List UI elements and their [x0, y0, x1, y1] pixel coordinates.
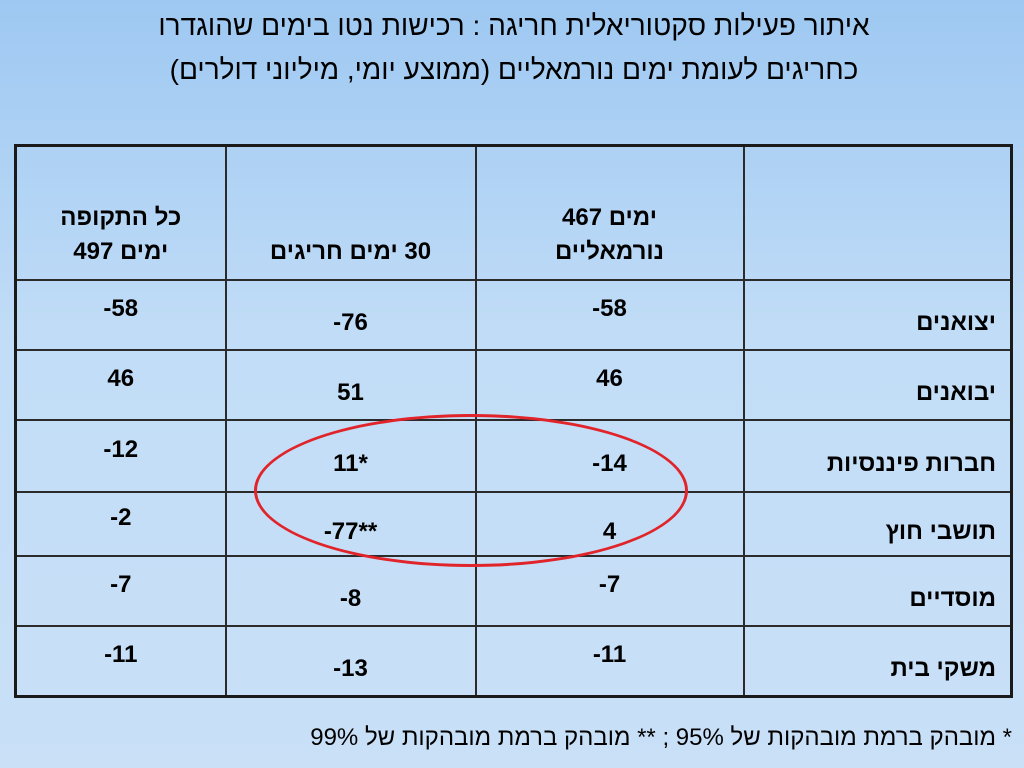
table-row: מוסדיים -7 -8 -7 [14, 555, 1013, 627]
table-row: יבואנים 46 51 46 [14, 349, 1013, 421]
header-total-line-2: 497 ימים [73, 238, 169, 265]
cell-normal: -58 [474, 279, 745, 351]
header-abnormal-days: 30 ימים חריגים [224, 144, 477, 281]
row-label: תושבי חוץ [742, 491, 1013, 557]
cell-total: -7 [14, 555, 227, 627]
row-label: יבואנים [742, 349, 1013, 421]
footnote-separator: ; [655, 724, 676, 751]
table-row: תושבי חוץ 4 -77** -2 [14, 491, 1013, 557]
cell-normal: 4 [474, 491, 745, 557]
cell-normal: -11 [474, 625, 745, 697]
cell-normal: -14 [474, 419, 745, 493]
cell-abnormal: 11* [224, 419, 477, 493]
cell-abnormal: -77** [224, 491, 477, 557]
data-table: 467 ימים נורמאליים 30 ימים חריגים כל התק… [14, 144, 1013, 698]
table-header-row: 467 ימים נורמאליים 30 ימים חריגים כל התק… [14, 144, 1013, 281]
title-line-1: איתור פעילות סקטוריאלית חריגה : רכישות נ… [158, 10, 870, 41]
row-label: יצואנים [742, 279, 1013, 351]
cell-total: -58 [14, 279, 227, 351]
cell-abnormal: -76 [224, 279, 477, 351]
cell-total: 46 [14, 349, 227, 421]
footnote-99: ** מובהק ברמת מובהקות של 99% [310, 724, 656, 751]
row-label: חברות פיננסיות [742, 419, 1013, 493]
header-normal-line-2: נורמאליים [554, 238, 665, 265]
table-row: משקי בית -11 -13 -11 [14, 625, 1013, 697]
cell-normal: -7 [474, 555, 745, 627]
cell-abnormal: 51 [224, 349, 477, 421]
row-label: מוסדיים [742, 555, 1013, 627]
header-label [742, 144, 1013, 281]
row-label: משקי בית [742, 625, 1013, 697]
cell-abnormal: -8 [224, 555, 477, 627]
header-normal-line-1: 467 ימים [562, 204, 657, 231]
table-row: חברות פיננסיות -14 11* -12 [14, 419, 1013, 493]
header-total-period: כל התקופה 497 ימים [14, 144, 227, 281]
footnote-95: * מובהק ברמת מובהקות של 95% [675, 724, 1012, 751]
cell-abnormal: -13 [224, 625, 477, 697]
cell-total: -11 [14, 625, 227, 697]
table-row: יצואנים -58 -76 -58 [14, 279, 1013, 351]
cell-total: -12 [14, 419, 227, 493]
header-total-line-1: כל התקופה [60, 204, 182, 231]
title-line-2: כחריגים לעומת ימים נורמאליים (ממוצע יומי… [169, 54, 859, 85]
slide-title: איתור פעילות סקטוריאלית חריגה : רכישות נ… [20, 4, 1008, 92]
footnote: * מובהק ברמת מובהקות של 95% ; ** מובהק ב… [12, 724, 1012, 752]
cell-normal: 46 [474, 349, 745, 421]
cell-total: -2 [14, 491, 227, 557]
header-normal-days: 467 ימים נורמאליים [474, 144, 745, 281]
